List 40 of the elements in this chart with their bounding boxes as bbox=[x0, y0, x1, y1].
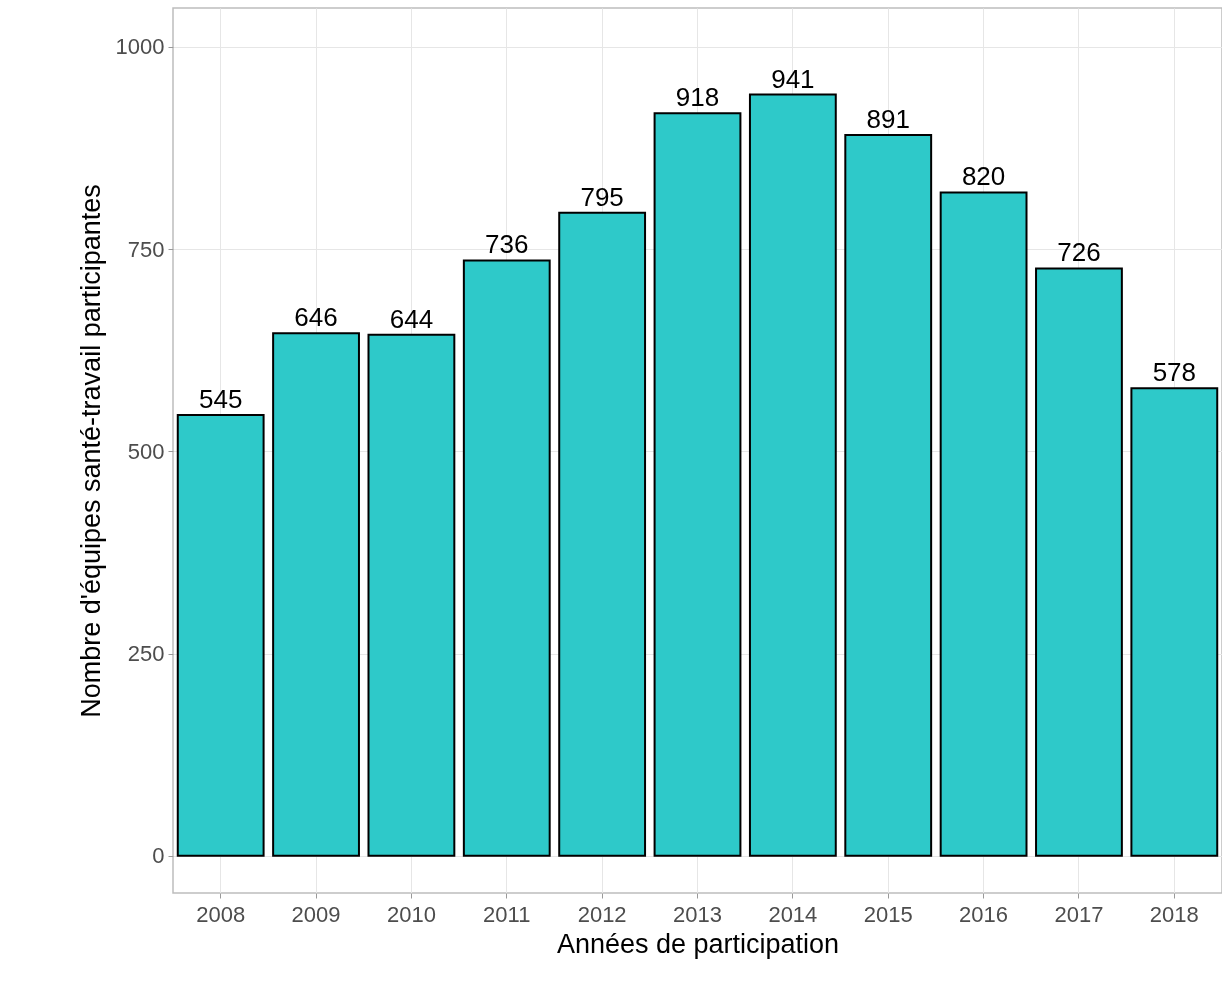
bar bbox=[558, 211, 647, 857]
bar bbox=[748, 93, 837, 857]
x-tick-label: 2016 bbox=[959, 901, 1009, 927]
x-tick-label: 2015 bbox=[863, 901, 913, 927]
data-label: 918 bbox=[675, 82, 720, 113]
y-tick-label: 500 bbox=[127, 438, 165, 464]
y-tick-label: 1000 bbox=[115, 34, 165, 60]
x-tick-label: 2009 bbox=[291, 901, 341, 927]
y-axis-title: Nombre d'équipes santé-travail participantes bbox=[75, 184, 106, 718]
x-tick-label: 2014 bbox=[768, 901, 818, 927]
x-tick-label: 2013 bbox=[673, 901, 722, 927]
bar bbox=[1035, 267, 1123, 857]
x-tick-label: 2008 bbox=[196, 901, 246, 927]
data-label: 795 bbox=[580, 181, 624, 212]
bar bbox=[1130, 387, 1219, 857]
data-label: 941 bbox=[771, 63, 815, 94]
data-label: 545 bbox=[198, 383, 243, 414]
bar bbox=[272, 332, 360, 857]
data-label: 891 bbox=[866, 104, 910, 135]
bar bbox=[939, 191, 1028, 857]
y-tick-label: 750 bbox=[127, 236, 165, 262]
bar bbox=[367, 333, 456, 857]
bar bbox=[844, 134, 933, 857]
data-label: 644 bbox=[389, 303, 434, 334]
x-tick-label: 2017 bbox=[1054, 901, 1104, 927]
x-tick-label: 2010 bbox=[386, 901, 436, 927]
y-tick-label: 0 bbox=[152, 843, 165, 869]
data-label: 820 bbox=[961, 161, 1006, 192]
bar bbox=[462, 259, 551, 857]
data-label: 736 bbox=[485, 229, 529, 260]
data-label: 578 bbox=[1152, 357, 1197, 388]
x-axis-title: Années de participation bbox=[556, 928, 840, 959]
y-tick-label: 250 bbox=[127, 641, 165, 667]
bar bbox=[176, 413, 265, 857]
data-label: 646 bbox=[294, 302, 338, 333]
x-tick-label: 2018 bbox=[1149, 901, 1199, 927]
x-tick-label: 2011 bbox=[483, 901, 531, 927]
x-tick-label: 2012 bbox=[577, 901, 627, 927]
bar bbox=[653, 112, 742, 857]
data-label: 726 bbox=[1057, 237, 1101, 268]
